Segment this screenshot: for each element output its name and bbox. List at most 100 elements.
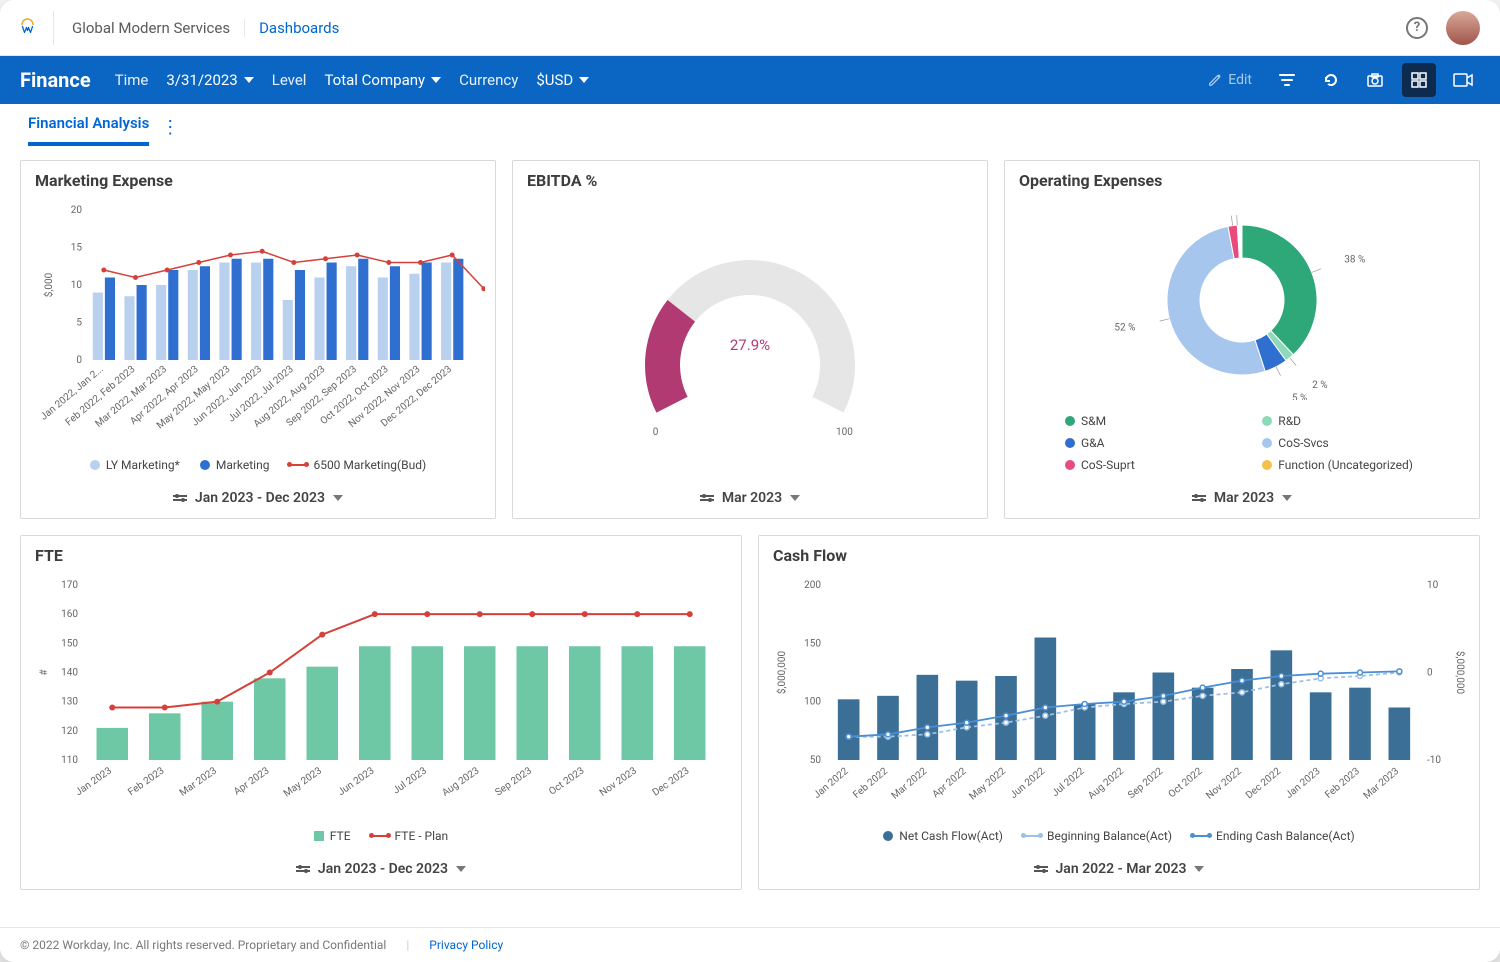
svg-text:Oct 2023: Oct 2023	[547, 765, 586, 797]
filter-bar: Finance Time 3/31/2023 Level Total Compa…	[0, 56, 1500, 104]
avatar[interactable]	[1446, 11, 1480, 45]
refresh-icon[interactable]	[1314, 63, 1348, 97]
svg-text:#: #	[39, 669, 50, 676]
svg-text:27.9%: 27.9%	[730, 336, 770, 354]
svg-text:Aug 2023: Aug 2023	[440, 765, 481, 798]
svg-text:10: 10	[71, 280, 83, 291]
dashboard-grid: Marketing Expense 05101520$,000Jan 2022,…	[0, 146, 1500, 904]
svg-text:Mar 2022: Mar 2022	[890, 766, 930, 802]
svg-text:15: 15	[71, 243, 83, 254]
chevron-down-icon	[244, 77, 254, 83]
card-ebitda: EBITDA % 27.9%0100 Mar 2023	[512, 160, 988, 519]
topbar: Global Modern Services Dashboards ?	[0, 0, 1500, 56]
marketing-chart: 05101520$,000Jan 2022, Jan 2...Feb 2022,…	[31, 200, 485, 430]
svg-text:Aug 2022: Aug 2022	[1086, 766, 1126, 802]
cash-chart: 50100150200-10010$,000,000$,000,000Jan 2…	[769, 575, 1469, 815]
svg-text:Jul 2022: Jul 2022	[1050, 766, 1087, 799]
fte-legend: FTE FTE - Plan	[21, 825, 741, 851]
card-footer[interactable]: Mar 2023	[513, 480, 987, 518]
svg-text:Mar 2023: Mar 2023	[178, 765, 219, 798]
svg-text:38 %: 38 %	[1344, 255, 1365, 266]
camera-icon[interactable]	[1358, 63, 1392, 97]
grid-view-icon[interactable]	[1402, 63, 1436, 97]
company-name: Global Modern Services	[72, 19, 245, 37]
svg-text:130: 130	[61, 697, 78, 708]
chevron-down-icon	[1282, 495, 1292, 501]
card-footer[interactable]: Mar 2023	[1005, 480, 1479, 518]
card-title: Marketing Expense	[21, 161, 495, 196]
card-operating-expenses: Operating Expenses 38 %2 %5 %52 %2 %0 % …	[1004, 160, 1480, 519]
svg-text:$,000,000: $,000,000	[1454, 651, 1467, 695]
svg-text:Jun 2022: Jun 2022	[1008, 766, 1047, 801]
svg-text:Dec 2022: Dec 2022	[1244, 766, 1284, 802]
filter-icon[interactable]	[1270, 63, 1304, 97]
help-icon[interactable]: ?	[1406, 17, 1428, 39]
fte-chart: 110 120 130 140 150 160 170 # Jan 2023 Feb 2023 Ma…	[31, 575, 731, 815]
dashboards-link[interactable]: Dashboards	[259, 19, 339, 37]
currency-label: Currency	[459, 71, 518, 89]
svg-text:160: 160	[61, 609, 78, 620]
time-label: Time	[115, 71, 149, 89]
card-title: Cash Flow	[759, 536, 1479, 571]
svg-text:Feb 2023: Feb 2023	[1323, 766, 1362, 801]
svg-text:Apr 2023: Apr 2023	[232, 765, 271, 797]
svg-text:20: 20	[71, 205, 83, 216]
svg-text:Nov 2023: Nov 2023	[598, 765, 639, 798]
svg-text:Mar 2023: Mar 2023	[1362, 766, 1402, 802]
svg-text:-10: -10	[1427, 755, 1441, 766]
card-footer[interactable]: Jan 2023 - Dec 2023	[21, 851, 741, 889]
svg-text:Nov 2022: Nov 2022	[1204, 766, 1244, 802]
svg-text:Feb 2023: Feb 2023	[126, 765, 166, 798]
level-label: Level	[272, 71, 307, 89]
workday-logo[interactable]	[20, 11, 54, 45]
chevron-down-icon	[333, 495, 343, 501]
svg-text:Jun 2023: Jun 2023	[336, 765, 376, 798]
svg-text:50: 50	[810, 755, 822, 766]
copyright: © 2022 Workday, Inc. All rights reserved…	[20, 938, 386, 952]
privacy-link[interactable]: Privacy Policy	[429, 938, 503, 952]
tab-menu-icon[interactable]: ⋮	[161, 117, 179, 144]
currency-selector[interactable]: $USD	[536, 71, 589, 89]
card-title: FTE	[21, 536, 741, 571]
svg-text:140: 140	[61, 668, 78, 679]
svg-text:Dec 2023: Dec 2023	[651, 765, 692, 798]
svg-text:150: 150	[804, 638, 821, 649]
svg-text:May 2022: May 2022	[967, 766, 1008, 803]
level-selector[interactable]: Total Company	[324, 71, 441, 89]
svg-text:Apr 2022: Apr 2022	[930, 766, 968, 801]
card-title: Operating Expenses	[1005, 161, 1479, 196]
card-footer[interactable]: Jan 2023 - Dec 2023	[21, 480, 495, 518]
chevron-down-icon	[1194, 866, 1204, 872]
svg-text:Sep 2022: Sep 2022	[1126, 766, 1165, 802]
present-icon[interactable]	[1446, 63, 1480, 97]
chevron-down-icon	[431, 77, 441, 83]
svg-text:0: 0	[653, 427, 659, 438]
card-footer[interactable]: Jan 2022 - Mar 2023	[759, 851, 1479, 889]
svg-text:0: 0	[76, 355, 82, 366]
svg-text:0: 0	[1427, 668, 1433, 679]
time-selector[interactable]: 3/31/2023	[166, 71, 253, 89]
chevron-down-icon	[790, 495, 800, 501]
svg-text:May 2023: May 2023	[282, 765, 324, 799]
svg-text:Jan 2023: Jan 2023	[1284, 766, 1323, 801]
svg-text:170: 170	[61, 580, 78, 591]
svg-text:100: 100	[836, 427, 853, 438]
svg-text:150: 150	[61, 638, 78, 649]
card-marketing-expense: Marketing Expense 05101520$,000Jan 2022,…	[20, 160, 496, 519]
svg-text:Oct 2022: Oct 2022	[1167, 766, 1205, 801]
pencil-icon	[1208, 73, 1222, 87]
svg-text:200: 200	[804, 580, 821, 591]
svg-text:2 %: 2 %	[1312, 380, 1327, 391]
page-footer: © 2022 Workday, Inc. All rights reserved…	[0, 927, 1500, 962]
svg-text:52 %: 52 %	[1114, 322, 1135, 333]
svg-text:Jan 2022: Jan 2022	[812, 766, 851, 801]
edit-button[interactable]: Edit	[1200, 72, 1260, 88]
svg-text:120: 120	[61, 726, 78, 737]
opex-legend: S&MR&DG&ACoS-SvcsCoS-SuprtFunction (Unca…	[1005, 410, 1479, 480]
svg-text:Jan 2023: Jan 2023	[74, 765, 114, 798]
svg-text:110: 110	[61, 755, 78, 766]
card-cash-flow: Cash Flow 50100150200-10010$,000,000$,00…	[758, 535, 1480, 890]
ebitda-gauge: 27.9% 0 100	[523, 200, 977, 450]
svg-text:Jul 2023: Jul 2023	[391, 765, 429, 796]
tab-financial-analysis[interactable]: Financial Analysis	[28, 114, 149, 146]
